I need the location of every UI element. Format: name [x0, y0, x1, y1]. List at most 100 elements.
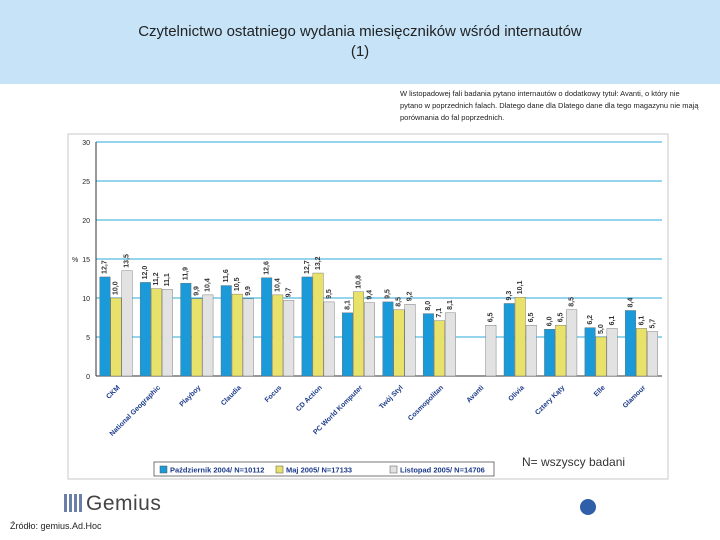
- bar: [161, 289, 173, 377]
- bar: [283, 300, 295, 377]
- bar: [595, 336, 607, 377]
- data-label: 11,6: [223, 269, 230, 282]
- data-label: 11,9: [183, 267, 190, 280]
- bar: [261, 277, 273, 377]
- x-tick-label: Elle: [593, 384, 607, 398]
- x-tick-label: Olivia: [507, 384, 526, 403]
- data-label: 8,4: [627, 298, 634, 308]
- data-label: 9,5: [326, 289, 333, 299]
- data-label: 10,0: [113, 281, 120, 295]
- x-tick-label: Avanti: [466, 384, 486, 404]
- y-tick-label: 25: [82, 179, 90, 186]
- data-label: 10,5: [234, 277, 241, 291]
- x-tick-label: Focus: [264, 384, 284, 404]
- gemius-logo: Gemius: [64, 492, 161, 516]
- data-label: 7,1: [436, 308, 443, 318]
- bar: [242, 298, 254, 377]
- source-label: Źródło: gemius.Ad.Hoc: [10, 521, 102, 531]
- legend-label: Maj 2005/ N=17133: [286, 466, 352, 475]
- x-tick-label: Claudia: [220, 384, 243, 407]
- bar: [312, 272, 324, 377]
- page-title-line1: Czytelnictwo ostatniego wydania miesięcz…: [138, 23, 582, 40]
- y-axis-label: %: [72, 257, 78, 264]
- bar: [139, 282, 151, 377]
- bar: [503, 303, 515, 377]
- data-label: 6,5: [488, 312, 495, 322]
- method-note: W listopadowej fali badania pytano inter…: [400, 89, 699, 122]
- bar: [444, 312, 456, 377]
- legend-swatch: [389, 465, 398, 474]
- bar: [485, 325, 497, 377]
- data-label: 6,0: [546, 316, 553, 326]
- bar: [150, 288, 162, 377]
- x-tick-label: Glamour: [622, 384, 647, 409]
- legend-swatch: [159, 465, 168, 474]
- bar: [584, 327, 596, 377]
- header-band: [0, 0, 720, 84]
- bar: [301, 276, 313, 377]
- x-tick-label: Twój Styl: [378, 384, 404, 410]
- data-label: 9,4: [366, 290, 373, 300]
- bar: [202, 294, 214, 377]
- bar: [566, 309, 578, 377]
- data-label: 9,9: [245, 286, 252, 296]
- data-label: 10,4: [274, 278, 281, 292]
- partner-badge-icon: [580, 499, 596, 515]
- data-label: 10,8: [355, 275, 362, 289]
- data-label: 9,3: [506, 291, 513, 301]
- bar: [364, 302, 375, 377]
- y-tick-label: 10: [82, 296, 90, 303]
- bar: [525, 325, 537, 377]
- y-tick-label: 15: [82, 257, 90, 264]
- x-tick-label: Cztery Kąty: [534, 384, 566, 416]
- sample-size-label: N= wszyscy badani: [522, 455, 626, 469]
- bar: [555, 325, 567, 377]
- y-tick-label: 0: [86, 374, 90, 381]
- legend-swatch: [275, 465, 284, 474]
- gemius-logo-mark-icon: [64, 494, 82, 512]
- data-label: 10,1: [517, 280, 524, 294]
- bar: [121, 270, 133, 377]
- bar: [342, 312, 353, 377]
- data-label: 8,5: [396, 297, 403, 307]
- data-label: 12,7: [102, 260, 109, 274]
- bar: [647, 331, 658, 377]
- bar: [99, 276, 111, 377]
- bar: [514, 297, 526, 377]
- bar: [191, 298, 203, 377]
- bar: [231, 293, 243, 377]
- data-label: 6,5: [557, 312, 564, 322]
- y-tick-label: 5: [86, 335, 90, 342]
- x-tick-label: CD Action: [295, 384, 324, 413]
- data-label: 13,2: [315, 256, 322, 270]
- data-label: 8,0: [425, 301, 432, 311]
- legend-label: Listopad 2005/ N=14706: [400, 466, 485, 475]
- x-tick-label: Playboy: [179, 384, 203, 408]
- data-label: 11,2: [153, 272, 160, 285]
- page-title: Czytelnictwo ostatniego wydania miesięcz…: [95, 22, 625, 62]
- data-label: 5,7: [649, 319, 656, 329]
- page-title-line2: (1): [350, 43, 370, 60]
- data-label: 6,1: [638, 316, 645, 326]
- partner-badge: [580, 496, 660, 518]
- bar: [393, 309, 405, 377]
- bar: [422, 313, 434, 377]
- data-label: 13,5: [124, 254, 131, 268]
- bar: [625, 310, 636, 377]
- data-label: 12,6: [263, 261, 270, 275]
- data-label: 8,5: [568, 297, 575, 307]
- bar: [220, 285, 232, 377]
- data-label: 6,1: [609, 316, 616, 326]
- data-label: 12,0: [142, 266, 149, 280]
- data-label: 5,0: [598, 324, 605, 334]
- gemius-logo-text: Gemius: [86, 492, 162, 515]
- data-label: 12,7: [304, 260, 311, 274]
- data-label: 10,4: [205, 278, 212, 292]
- data-label: 6,2: [587, 315, 594, 325]
- data-label: 9,2: [407, 291, 414, 301]
- bar: [353, 291, 364, 377]
- x-tick-label: CKM: [105, 384, 121, 400]
- data-label: 6,5: [528, 312, 535, 322]
- bar: [323, 301, 335, 377]
